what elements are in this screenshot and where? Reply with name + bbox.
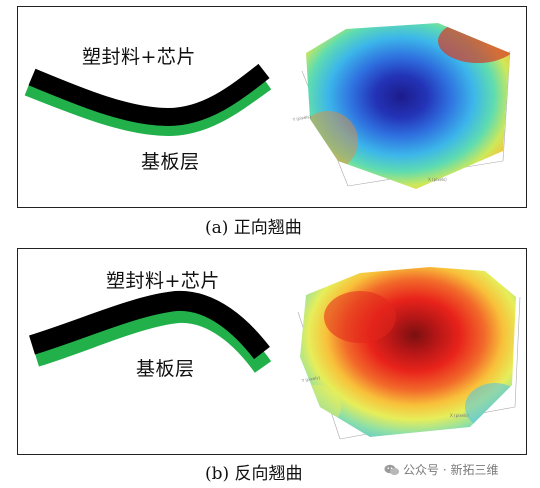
substrate-label: 基板层	[136, 358, 195, 380]
wechat-icon	[384, 464, 400, 476]
caption-positive-warpage: (a) 正向翘曲	[205, 218, 302, 238]
panel-negative-warpage: 塑封料+芯片 基板层 Y (p	[17, 248, 527, 455]
svg-text:Y (pixels): Y (pixels)	[291, 114, 311, 122]
substrate-label: 基板层	[141, 151, 200, 173]
warpage-strip-diagram	[24, 63, 272, 137]
svg-text:X (pixels): X (pixels)	[428, 177, 447, 182]
svg-text:X (pixels): X (pixels)	[450, 413, 469, 418]
warpage-surface-plot: Y (pixels) X (pixels)	[297, 267, 521, 440]
mold-chip-label: 塑封料+芯片	[106, 270, 220, 292]
warpage-strip-diagram	[29, 290, 272, 373]
watermark: 公众号 · 新拓三维	[384, 461, 498, 478]
panel-positive-warpage: 塑封料+芯片 基板层 Y (pix	[17, 6, 527, 208]
mold-chip-label: 塑封料+芯片	[82, 46, 196, 68]
substrate-layer	[24, 74, 272, 137]
svg-text:Y (pixels): Y (pixels)	[300, 375, 320, 383]
mold-chip-layer	[28, 63, 270, 127]
warpage-surface-plot: Y (pixels) X (pixels)	[291, 23, 511, 189]
caption-negative-warpage: (b) 反向翘曲	[205, 464, 303, 484]
watermark-text: 公众号 · 新拓三维	[403, 463, 499, 477]
mold-chip-layer	[29, 290, 270, 360]
